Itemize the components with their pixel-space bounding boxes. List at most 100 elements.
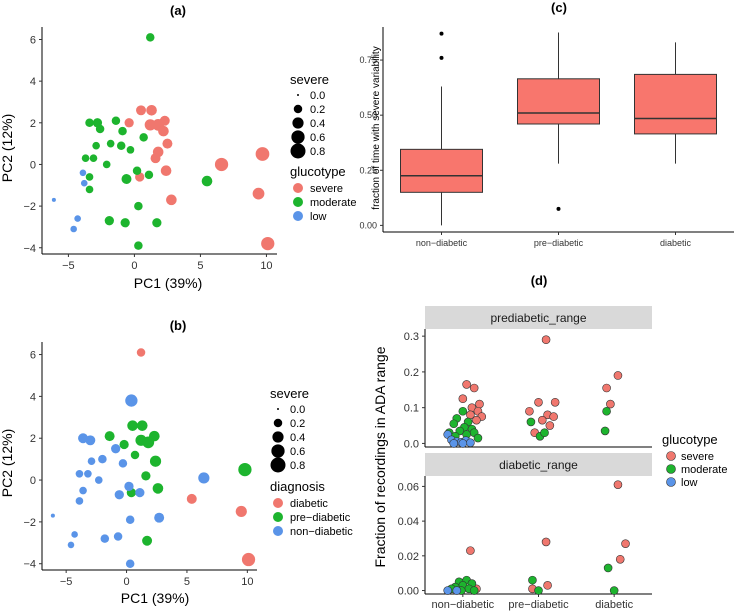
y-tick-label: −4 — [23, 559, 36, 571]
data-point — [158, 125, 169, 137]
data-point — [125, 394, 138, 407]
color-legend-key — [293, 211, 303, 221]
y-tick-label: 0.0 — [404, 438, 419, 450]
data-point — [113, 532, 123, 541]
data-point — [136, 105, 146, 116]
data-point — [201, 175, 213, 187]
data-point — [198, 472, 210, 484]
data-point — [67, 541, 75, 549]
size-legend-label: 0.4 — [310, 118, 325, 130]
color-legend-key — [273, 498, 283, 508]
box — [400, 148, 483, 193]
panel-a-title: (a) — [170, 3, 186, 18]
data-point — [541, 537, 551, 547]
data-point — [160, 165, 172, 176]
data-point — [261, 236, 275, 251]
data-point — [74, 215, 81, 222]
data-point — [449, 419, 459, 429]
data-point — [121, 174, 132, 185]
x-tick-label: 0 — [131, 260, 137, 272]
legend-label: severe — [681, 451, 714, 463]
color-legend-label: moderate — [310, 197, 356, 209]
data-point — [85, 185, 94, 194]
data-point — [152, 218, 162, 228]
panel-a-size-legend: severe 0.0 0.2 0.4 0.6 0.8 — [290, 72, 329, 159]
y-tick-label: 6 — [30, 34, 36, 46]
panel-b-xlabel: PC1 (39%) — [121, 590, 189, 606]
panel-a-xlabel: PC1 (39%) — [134, 275, 202, 291]
color-legend-key — [293, 183, 303, 193]
data-point — [534, 398, 543, 407]
size-legend-label: 0.0 — [290, 404, 305, 416]
y-tick-label: 2 — [30, 118, 36, 130]
y-tick-label: 0.3 — [404, 331, 419, 343]
data-point — [602, 406, 611, 416]
data-point — [609, 586, 619, 595]
facet-strip-label: diabetic_range — [499, 458, 578, 472]
data-point — [545, 421, 555, 430]
size-legend-label: 0.0 — [310, 90, 325, 102]
data-point — [94, 476, 103, 484]
data-point — [142, 535, 153, 546]
panel-c-axes: 0.00 0.25 0.50 0.75 non−diabetic pre−diabetic… — [359, 27, 734, 248]
data-point — [606, 399, 615, 409]
data-point — [150, 153, 161, 164]
data-point — [166, 194, 177, 206]
x-tick-label: pre−diabetic — [534, 238, 584, 248]
y-tick-label: 0.06 — [398, 481, 419, 493]
data-point — [132, 166, 142, 175]
data-point — [255, 147, 270, 161]
data-point — [125, 515, 135, 525]
data-point — [452, 586, 462, 595]
x-tick-label: 0 — [123, 576, 129, 588]
y-tick-label: 0.00 — [359, 220, 377, 230]
color-legend-key — [273, 526, 283, 536]
panel-d-title: (d) — [531, 273, 548, 288]
data-point — [540, 428, 549, 437]
data-point — [144, 170, 154, 180]
size-legend-key — [297, 94, 299, 96]
data-point — [104, 431, 115, 442]
panel-b-points — [50, 348, 256, 568]
data-point — [473, 433, 483, 443]
data-point — [114, 490, 124, 500]
data-point — [621, 539, 630, 548]
size-legend-key — [293, 104, 303, 114]
color-legend-label: diabetic — [290, 498, 328, 510]
color-legend-label: severe — [310, 183, 343, 195]
panel-b-axes: −5 0 5 10 −4 −2 0 2 4 6 — [23, 342, 257, 588]
data-point — [79, 169, 87, 177]
x-tick-label: 5 — [184, 576, 190, 588]
panel-a-color-legend: glucotype severe moderate low — [290, 164, 356, 223]
data-point — [462, 380, 471, 389]
data-point — [87, 457, 96, 466]
panel-d: (d) prediabetic_range 0.0 0.1 0.2 0.3 diabeti… — [372, 273, 727, 611]
data-point — [525, 406, 534, 416]
facet-strip — [425, 306, 652, 329]
color-legend-key — [273, 512, 283, 522]
data-point — [528, 575, 537, 585]
panel-d-points — [443, 335, 630, 595]
data-point — [469, 586, 479, 595]
data-point — [139, 133, 148, 142]
data-point — [126, 146, 135, 154]
outlier-point — [439, 55, 444, 60]
data-point — [466, 438, 475, 448]
color-legend-label: pre−diabetic — [290, 512, 351, 524]
panel-c-title: (c) — [551, 0, 567, 15]
y-tick-label: 0 — [30, 159, 36, 171]
size-legend-key — [273, 418, 283, 428]
data-point — [466, 546, 475, 555]
y-tick-label: 0.2 — [404, 367, 419, 379]
data-point — [142, 436, 155, 449]
data-point — [146, 105, 157, 116]
size-legend-label: 0.6 — [290, 446, 305, 458]
data-point — [613, 371, 623, 380]
data-point — [136, 348, 146, 357]
size-legend-label: 0.2 — [310, 104, 325, 116]
data-point — [602, 383, 611, 393]
outlier-point — [439, 31, 444, 36]
panel-c-ylabel: fraction of time with severe variability — [371, 46, 382, 209]
data-point — [603, 563, 613, 573]
